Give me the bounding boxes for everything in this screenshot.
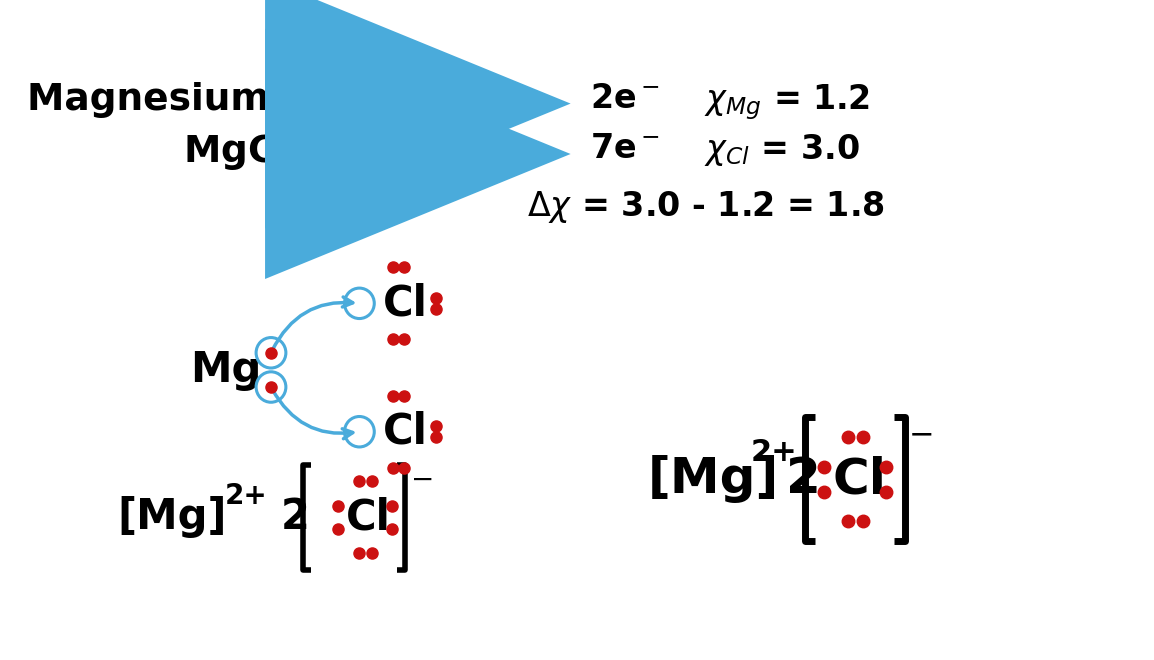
Text: Mg: Mg xyxy=(190,349,262,391)
Text: $-$: $-$ xyxy=(410,465,432,493)
Text: 2: 2 xyxy=(786,455,820,504)
Text: Cl: Cl xyxy=(832,455,886,504)
Text: Cl: Cl xyxy=(383,411,427,453)
Text: 2+: 2+ xyxy=(750,438,797,467)
Text: Magnesium Chloride: Magnesium Chloride xyxy=(28,82,459,117)
Text: 2: 2 xyxy=(280,496,309,539)
Text: 7e$^-$: 7e$^-$ xyxy=(590,132,660,165)
Text: Cl: Cl xyxy=(345,496,390,539)
Text: [Mg]: [Mg] xyxy=(118,496,227,539)
Text: MgCl$_2$: MgCl$_2$ xyxy=(182,132,304,172)
Text: $\chi$$_{Cl}$ = 3.0: $\chi$$_{Cl}$ = 3.0 xyxy=(704,132,860,168)
Text: Cl: Cl xyxy=(466,132,502,165)
Text: [Mg]: [Mg] xyxy=(647,455,779,504)
Text: Cl: Cl xyxy=(383,282,427,324)
Text: Mg: Mg xyxy=(466,82,524,115)
Text: $-$: $-$ xyxy=(908,419,932,448)
Text: 2+: 2+ xyxy=(225,482,268,510)
Text: $\chi$$_{Mg}$ = 1.2: $\chi$$_{Mg}$ = 1.2 xyxy=(704,82,869,121)
Text: 2e$^-$: 2e$^-$ xyxy=(590,82,660,115)
Text: $\Delta\chi$ = 3.0 - 1.2 = 1.8: $\Delta\chi$ = 3.0 - 1.2 = 1.8 xyxy=(527,189,884,225)
